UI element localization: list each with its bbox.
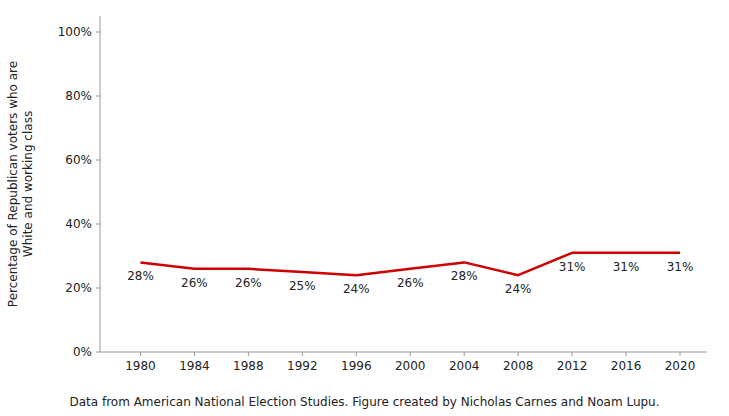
x-tick xyxy=(626,352,627,356)
x-tick xyxy=(356,352,357,356)
data-label: 28% xyxy=(127,269,154,283)
y-tick-label: 20% xyxy=(65,281,92,295)
y-axis-label-line: Percentage of Republican voters who are xyxy=(6,61,20,307)
x-tick xyxy=(572,352,573,356)
y-tick xyxy=(96,352,100,353)
data-label: 31% xyxy=(559,260,586,274)
y-tick xyxy=(96,96,100,97)
data-label: 24% xyxy=(505,282,532,296)
y-tick-label: 40% xyxy=(65,217,92,231)
chart-svg: 0% 20% 40% 60% 80% 100% 1980 1984 1988 1992 1996 20… xyxy=(0,0,729,416)
x-tick-label: 1996 xyxy=(341,359,372,373)
y-tick xyxy=(96,32,100,33)
data-label: 31% xyxy=(613,260,640,274)
data-label: 31% xyxy=(667,260,694,274)
data-label: 25% xyxy=(289,279,316,293)
x-axis-line xyxy=(100,352,707,353)
series-line xyxy=(140,253,680,275)
x-tick-label: 1992 xyxy=(287,359,318,373)
data-label: 26% xyxy=(235,276,262,290)
y-tick xyxy=(96,160,100,161)
y-tick-label: 80% xyxy=(65,89,92,103)
x-tick xyxy=(302,352,303,356)
x-tick xyxy=(464,352,465,356)
x-tick-label: 1984 xyxy=(179,359,210,373)
chart-container: 0% 20% 40% 60% 80% 100% 1980 1984 1988 1992 1996 20… xyxy=(0,0,729,416)
data-label: 24% xyxy=(343,282,370,296)
x-tick xyxy=(248,352,249,356)
data-label: 28% xyxy=(451,269,478,283)
x-tick-label: 1980 xyxy=(125,359,156,373)
y-axis-label-line: White and working class xyxy=(21,111,35,257)
y-tick-label: 60% xyxy=(65,153,92,167)
y-axis-label: Percentage of Republican voters who areW… xyxy=(6,61,35,307)
x-tick xyxy=(410,352,411,356)
y-tick xyxy=(96,288,100,289)
plot-area xyxy=(140,253,680,275)
x-tick-label: 2008 xyxy=(503,359,534,373)
y-tick-label: 100% xyxy=(58,25,92,39)
x-tick-label: 1988 xyxy=(233,359,264,373)
x-tick-label: 2012 xyxy=(557,359,588,373)
caption: Data from American National Election Stu… xyxy=(69,395,659,409)
x-tick-label: 2020 xyxy=(665,359,696,373)
y-tick xyxy=(96,224,100,225)
data-label: 26% xyxy=(181,276,208,290)
y-tick-label: 0% xyxy=(73,345,92,359)
y-axis-line xyxy=(100,16,101,352)
x-tick xyxy=(140,352,141,356)
x-tick xyxy=(518,352,519,356)
x-tick-label: 2016 xyxy=(611,359,642,373)
data-label: 26% xyxy=(397,276,424,290)
x-tick-label: 2004 xyxy=(449,359,480,373)
x-tick-label: 2000 xyxy=(395,359,426,373)
x-tick xyxy=(680,352,681,356)
x-tick xyxy=(194,352,195,356)
